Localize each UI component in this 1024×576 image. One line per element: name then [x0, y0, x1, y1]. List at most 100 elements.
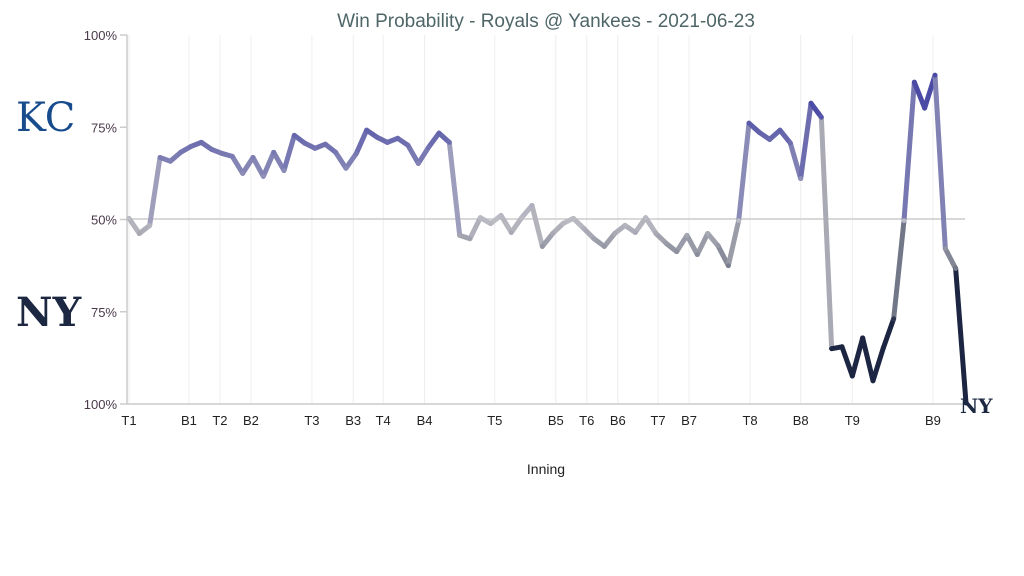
line-segment	[405, 142, 421, 166]
data-point	[725, 263, 731, 269]
data-point	[880, 345, 886, 351]
x-tick-label: T5	[487, 413, 502, 428]
data-point	[870, 378, 876, 384]
data-point	[126, 215, 132, 221]
data-point	[405, 142, 411, 148]
line-segment	[798, 100, 814, 182]
line-segment	[684, 232, 700, 258]
data-point	[612, 231, 618, 236]
data-point	[395, 135, 401, 141]
x-tick-label: T2	[212, 413, 227, 428]
data-point	[291, 132, 297, 138]
line-segment	[870, 345, 886, 384]
data-point	[674, 249, 680, 255]
line-segment	[240, 155, 256, 176]
y-tick-label: 75%	[91, 305, 117, 320]
data-point	[932, 72, 938, 78]
line-segment	[250, 155, 266, 179]
x-ticks: T1 B1 T2 B2 T3 B3 T4 B4 T5 B5 T6 B6 T7 B7 T8 B8 T9 B9	[121, 413, 940, 428]
x-tick-label: B1	[181, 413, 197, 428]
data-point	[622, 223, 628, 228]
x-tick-label: T4	[376, 413, 391, 428]
yankees-end-marker-icon: NY	[960, 394, 993, 418]
data-point	[953, 266, 959, 271]
data-point	[364, 127, 370, 133]
data-point	[539, 244, 545, 249]
x-tick-label: T9	[845, 413, 860, 428]
x-tick-label: T6	[579, 413, 594, 428]
line-segment	[539, 231, 556, 249]
win-probability-line	[126, 72, 969, 406]
data-point	[601, 244, 607, 249]
x-tick-label: B9	[925, 413, 941, 428]
data-point	[343, 165, 349, 171]
line-segment	[260, 149, 277, 179]
data-point	[178, 149, 184, 155]
data-point	[818, 114, 824, 120]
data-point	[901, 218, 907, 224]
line-segment	[529, 202, 545, 249]
yankees-logo: NY	[16, 289, 82, 336]
data-point	[808, 100, 814, 106]
kc-logo-icon: KC	[16, 95, 75, 141]
data-point	[922, 105, 928, 111]
line-segment	[467, 215, 483, 242]
data-point	[508, 230, 514, 235]
data-point	[250, 155, 256, 160]
data-point	[529, 203, 535, 208]
line-segment	[343, 150, 359, 171]
data-point	[426, 144, 432, 150]
y-tick-label: 50%	[91, 213, 117, 228]
data-point	[209, 146, 215, 152]
chart-title: Win Probability - Royals @ Yankees - 202…	[337, 11, 755, 32]
x-tick-label: T8	[742, 413, 757, 428]
line-segment	[281, 132, 297, 173]
line-segment	[818, 114, 835, 352]
x-tick-label: B8	[793, 413, 809, 428]
data-point	[746, 120, 752, 126]
data-point	[240, 170, 246, 176]
royals-logo: KC	[16, 95, 75, 141]
data-point	[457, 232, 463, 238]
data-point	[942, 246, 948, 252]
data-point	[147, 223, 153, 228]
data-point	[911, 79, 917, 85]
data-point	[829, 346, 835, 352]
line-segment	[333, 149, 349, 171]
line-segment	[932, 72, 948, 252]
data-point	[705, 231, 711, 236]
data-point	[653, 231, 659, 236]
data-point	[694, 252, 700, 257]
data-point	[198, 139, 204, 145]
data-point	[467, 236, 473, 242]
line-segment	[498, 212, 514, 235]
data-point	[860, 335, 866, 341]
line-segment	[126, 215, 142, 237]
x-tick-label: T7	[650, 413, 665, 428]
data-point	[756, 130, 762, 135]
y-tick-label: 75%	[91, 120, 117, 135]
data-point	[777, 127, 783, 133]
data-point	[581, 225, 587, 231]
data-point	[353, 151, 359, 156]
line-segment	[508, 215, 525, 235]
data-point	[767, 137, 773, 142]
line-segment	[787, 140, 804, 182]
data-point	[570, 215, 576, 221]
data-point	[312, 145, 318, 151]
line-segment	[426, 130, 442, 150]
data-point	[271, 149, 277, 155]
line-segment	[725, 218, 742, 269]
line-segment	[643, 215, 659, 237]
data-point	[260, 173, 266, 179]
data-point	[591, 236, 597, 242]
line-segment	[911, 79, 928, 111]
data-point	[188, 144, 194, 149]
line-segment	[808, 100, 824, 120]
line-segment	[694, 231, 711, 258]
line-segment	[632, 215, 649, 235]
line-segment	[674, 232, 690, 255]
x-tick-label: B3	[345, 413, 361, 428]
data-point	[384, 139, 390, 145]
